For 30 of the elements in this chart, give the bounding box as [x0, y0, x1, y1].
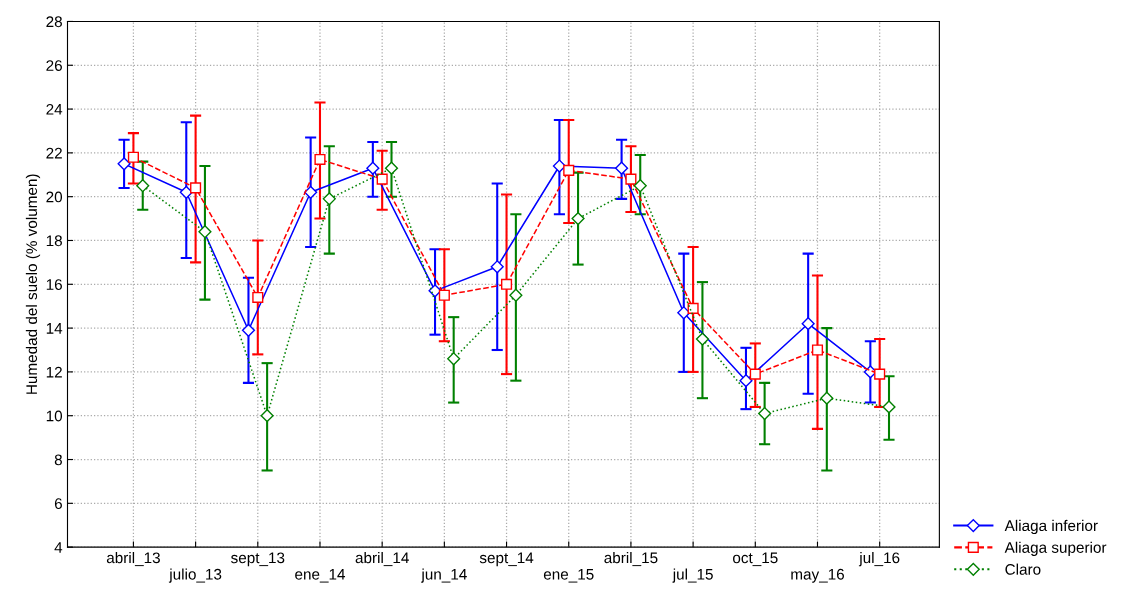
x-tick-label: ene_14: [295, 569, 346, 583]
y-tick-label: 8: [54, 454, 62, 466]
y-tick-label: 6: [54, 498, 62, 510]
legend-label: Aliaga superior: [1004, 541, 1107, 556]
x-tick-label: sept_13: [231, 552, 285, 567]
x-tick-label: abril_15: [604, 551, 658, 567]
x-tick-label: jul_16: [858, 551, 900, 567]
legend-label: Claro: [1005, 563, 1041, 575]
x-tick-label: jun_14: [421, 568, 467, 583]
x-tick-label: may_16: [791, 568, 844, 583]
x-tick-label: jul_15: [672, 568, 713, 583]
y-tick-label: 26: [46, 60, 62, 71]
y-tick-label: 18: [46, 235, 62, 247]
x-tick-label: julio_13: [168, 568, 222, 583]
x-tick-label: abril_13: [106, 551, 160, 567]
y-tick-label: 22: [46, 147, 62, 159]
x-tick-label: ene_15: [543, 569, 594, 583]
y-tick-label: 20: [46, 191, 63, 203]
x-tick-label: abril_14: [355, 551, 409, 567]
y-tick-label: 10: [46, 410, 63, 422]
x-tick-label: oct_15: [733, 552, 778, 567]
y-axis-title: Humedad del suelo (% volumen): [25, 174, 41, 394]
y-tick-label: 14: [46, 323, 63, 334]
y-tick-label: 4: [54, 542, 63, 553]
x-tick-label: sept_14: [479, 552, 534, 567]
y-tick-label: 24: [46, 103, 63, 115]
y-tick-label: 16: [46, 279, 62, 290]
y-tick-label: 28: [46, 16, 62, 28]
y-tick-label: 12: [46, 366, 62, 378]
legend-label: Aliaga inferior: [1004, 519, 1098, 535]
